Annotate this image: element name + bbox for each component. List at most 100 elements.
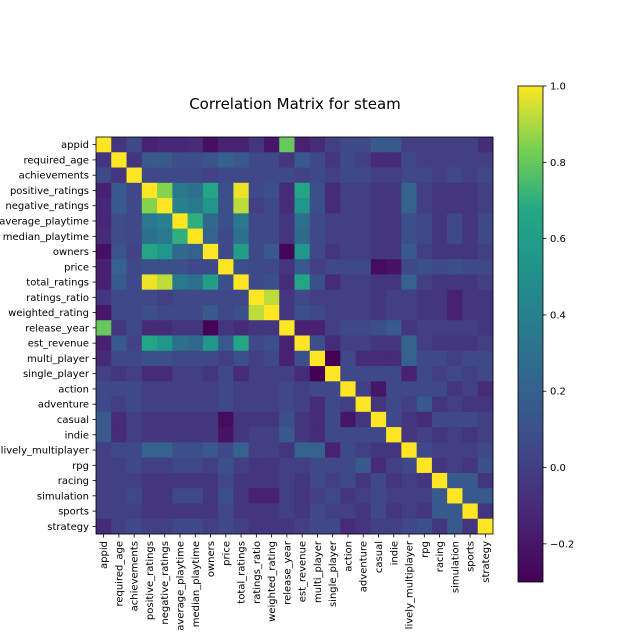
heatmap-cell	[248, 320, 265, 336]
heatmap-cell	[248, 137, 265, 153]
heatmap-cell	[248, 259, 265, 275]
heatmap-cell	[218, 457, 234, 474]
heatmap-cell	[401, 137, 418, 153]
heatmap-cell	[157, 137, 173, 153]
colorbar-tick-label: 0.0	[550, 463, 566, 474]
heatmap-cell	[279, 289, 295, 306]
heatmap-cell	[263, 488, 280, 504]
heatmap-cell	[141, 213, 158, 230]
heatmap-cell	[401, 289, 418, 306]
heatmap-cell	[309, 213, 326, 230]
heatmap-cell	[263, 289, 280, 306]
heatmap-cell	[279, 503, 295, 520]
heatmap-cell	[126, 167, 143, 184]
heatmap-cell	[355, 411, 372, 428]
y-tick-label: owners	[53, 247, 89, 258]
heatmap-cell	[172, 442, 189, 459]
heatmap-cell	[218, 366, 234, 382]
heatmap-cell	[370, 304, 387, 321]
heatmap-cell	[233, 503, 250, 520]
heatmap-cell	[370, 488, 387, 504]
heatmap-cell	[325, 381, 341, 397]
heatmap-cell	[370, 228, 387, 245]
y-tick-label: sports	[58, 507, 89, 518]
heatmap-cell	[431, 182, 448, 199]
heatmap-cell	[172, 243, 189, 260]
heatmap-cell	[462, 289, 479, 306]
heatmap-cell	[248, 366, 265, 382]
heatmap-cell	[370, 243, 387, 260]
heatmap-cell	[477, 411, 494, 428]
heatmap-cell	[202, 320, 219, 336]
heatmap-cell	[355, 488, 372, 504]
heatmap-cell	[386, 442, 402, 459]
heatmap-cell	[309, 350, 326, 367]
heatmap-cell	[309, 152, 326, 168]
heatmap-cell	[325, 457, 341, 474]
y-tick-label: rpg	[72, 461, 89, 472]
y-tick-label: release_year	[25, 323, 90, 334]
heatmap-cell	[263, 243, 280, 260]
heatmap-cell	[126, 213, 143, 230]
heatmap-cell	[96, 442, 112, 459]
heatmap-cell	[309, 243, 326, 260]
heatmap-cell	[263, 442, 280, 459]
heatmap-cell	[340, 472, 356, 489]
heatmap-cell	[157, 366, 173, 382]
heatmap-cell	[233, 457, 250, 474]
y-tick-label: required_age	[23, 155, 89, 166]
heatmap-cell	[187, 381, 204, 397]
heatmap-cell	[401, 320, 418, 336]
heatmap-cell	[279, 320, 295, 336]
heatmap-cell	[309, 427, 326, 443]
heatmap-cell	[96, 198, 112, 214]
heatmap-cell	[263, 213, 280, 230]
heatmap-cell	[218, 488, 234, 504]
heatmap-cell	[233, 228, 250, 245]
heatmap-cell	[202, 518, 219, 535]
heatmap-cell	[386, 243, 402, 260]
heatmap-cell	[202, 152, 219, 168]
colorbar-tick-label: −0.2	[550, 539, 574, 550]
heatmap-cell	[355, 503, 372, 520]
heatmap-cell	[279, 304, 295, 321]
heatmap-cell	[248, 411, 265, 428]
heatmap-cell	[202, 137, 219, 153]
heatmap-cell	[401, 198, 418, 214]
heatmap-cell	[248, 152, 265, 168]
heatmap-cell	[157, 259, 173, 275]
heatmap-cell	[126, 182, 143, 199]
heatmap-cell	[447, 274, 463, 291]
heatmap-cell	[126, 488, 143, 504]
x-tick-label: adventure	[359, 541, 370, 592]
heatmap-frame	[95, 136, 494, 535]
heatmap-cell	[172, 396, 189, 413]
heatmap-cell	[141, 243, 158, 260]
heatmap-cell	[462, 411, 479, 428]
heatmap-cell	[447, 350, 463, 367]
heatmap-cell	[187, 472, 204, 489]
heatmap-cell	[340, 381, 356, 397]
heatmap-cell	[325, 152, 341, 168]
heatmap-cell	[355, 243, 372, 260]
heatmap-cell	[172, 427, 189, 443]
heatmap-cell	[309, 396, 326, 413]
heatmap-cell	[447, 366, 463, 382]
heatmap-cell	[325, 442, 341, 459]
heatmap-cell	[477, 259, 494, 275]
heatmap-cell	[416, 366, 433, 382]
heatmap-cell	[340, 304, 356, 321]
colorbar-ticks: 1.0 0.8 0.6 0.4 0.2 0.0 −0.2	[543, 82, 574, 550]
heatmap-cell	[325, 427, 341, 443]
heatmap-cell	[431, 503, 448, 520]
heatmap-cell	[294, 472, 311, 489]
heatmap-cell	[447, 488, 463, 504]
heatmap-cell	[248, 228, 265, 245]
heatmap-cell	[309, 259, 326, 275]
heatmap-cell	[416, 472, 433, 489]
heatmap-cell	[141, 289, 158, 306]
heatmap-cell	[157, 152, 173, 168]
heatmap-cell	[263, 396, 280, 413]
heatmap-cell	[111, 198, 127, 214]
heatmap-cell	[416, 320, 433, 336]
